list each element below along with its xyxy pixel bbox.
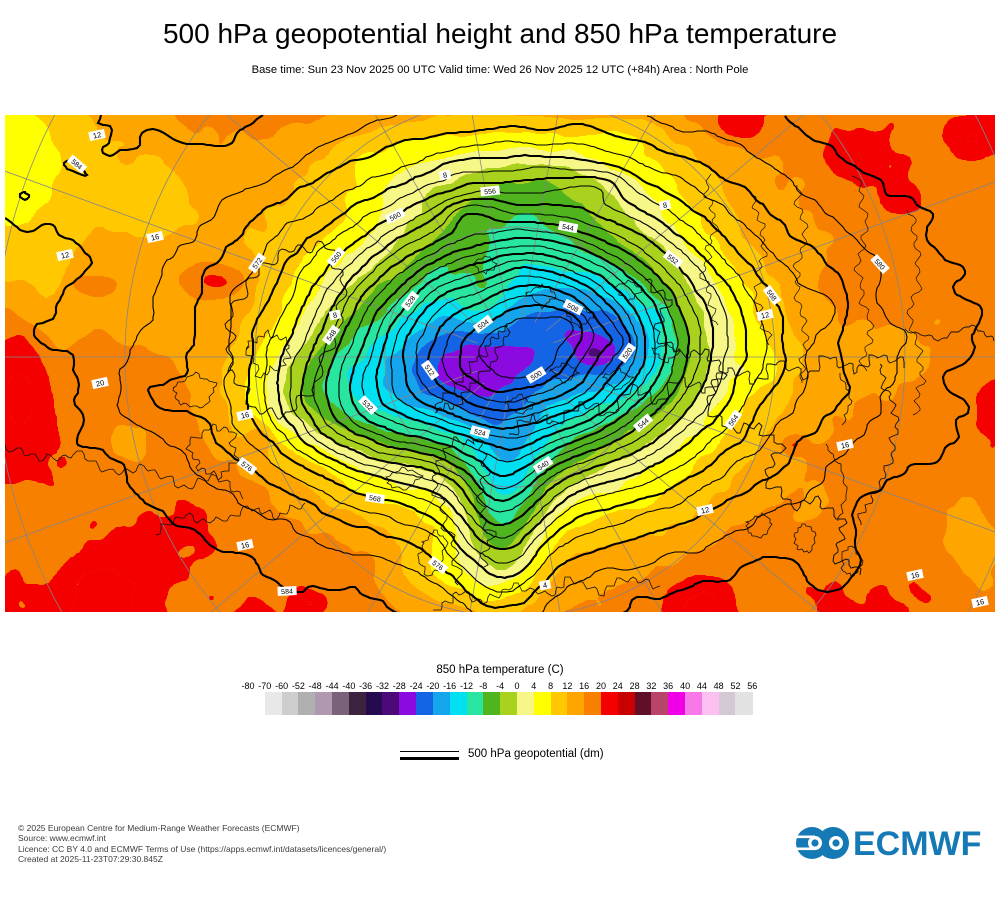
svg-text:16: 16 — [240, 540, 250, 551]
svg-text:8: 8 — [442, 170, 448, 180]
svg-text:544: 544 — [561, 224, 574, 233]
svg-text:12: 12 — [760, 310, 770, 321]
svg-text:8: 8 — [332, 310, 338, 320]
svg-text:12: 12 — [60, 250, 70, 261]
svg-text:ECMWF: ECMWF — [853, 826, 981, 862]
svg-text:16: 16 — [150, 232, 160, 243]
svg-text:4: 4 — [542, 580, 548, 590]
svg-text:16: 16 — [240, 410, 250, 421]
svg-text:12: 12 — [92, 130, 102, 141]
svg-text:20: 20 — [95, 378, 105, 389]
svg-text:556: 556 — [484, 188, 496, 196]
svg-text:560: 560 — [389, 211, 403, 223]
svg-text:524: 524 — [473, 428, 486, 438]
svg-text:16: 16 — [840, 440, 850, 451]
svg-text:584: 584 — [281, 588, 293, 596]
svg-text:12: 12 — [700, 505, 710, 516]
svg-text:508: 508 — [566, 302, 580, 314]
svg-text:16: 16 — [910, 570, 920, 581]
svg-text:568: 568 — [368, 495, 381, 504]
svg-text:8: 8 — [662, 200, 668, 210]
svg-text:16: 16 — [975, 597, 985, 608]
